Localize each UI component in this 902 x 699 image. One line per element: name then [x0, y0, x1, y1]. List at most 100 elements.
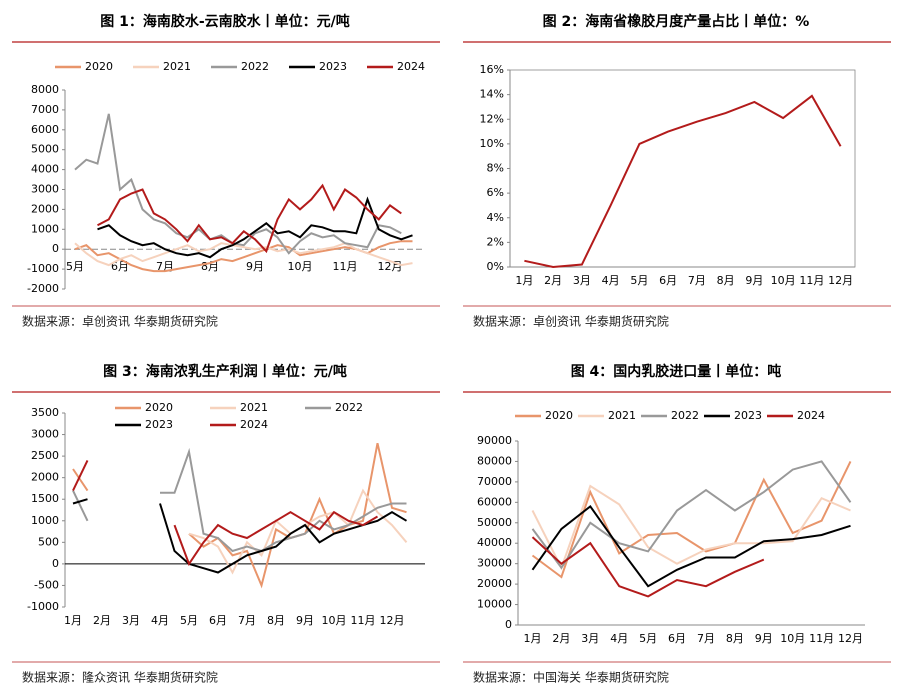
- series-line: [531, 504, 851, 588]
- y-tick-label: 3500: [31, 406, 59, 419]
- x-tick-label: 10月: [322, 614, 347, 627]
- x-tick-label: 1月: [64, 614, 82, 627]
- y-tick-label: 10%: [480, 137, 504, 150]
- y-tick-label: 6%: [487, 186, 504, 199]
- x-tick-label: 7月: [688, 274, 706, 287]
- y-tick-label: 1000: [31, 514, 59, 527]
- y-tick-label: 3000: [31, 428, 59, 441]
- y-tick-label: 12%: [480, 112, 504, 125]
- series-line: [531, 536, 765, 598]
- source: 数据来源：卓创资讯 华泰期货研究院: [473, 314, 669, 329]
- y-tick-label: -1000: [27, 600, 59, 613]
- y-tick-label: 2000: [31, 471, 59, 484]
- y-tick-label: 16%: [480, 63, 504, 76]
- legend-label: 2023: [734, 409, 762, 422]
- chart-title: 图 3：海南浓乳生产利润丨单位：元/吨: [103, 363, 347, 380]
- x-tick-label: 5月: [180, 614, 198, 627]
- y-tick-label: 7000: [31, 103, 59, 116]
- y-tick-label: 3000: [31, 183, 59, 196]
- chart-title: 图 1：海南胶水-云南胶水丨单位：元/吨: [100, 13, 350, 30]
- source: 数据来源：卓创资讯 华泰期货研究院: [22, 314, 218, 329]
- x-tick-label: 6月: [659, 274, 677, 287]
- legend-label: 2020: [85, 60, 113, 73]
- plot-frame: [509, 69, 856, 268]
- series-line: [72, 459, 379, 567]
- series-line: [531, 484, 851, 571]
- x-tick-label: 6月: [668, 632, 686, 645]
- series-line: [524, 94, 842, 269]
- y-tick-label: -1000: [27, 262, 59, 275]
- series-line: [188, 488, 408, 575]
- x-tick-label: 9月: [745, 274, 763, 287]
- x-tick-label: 1月: [523, 632, 541, 645]
- x-tick-label: 2月: [93, 614, 111, 627]
- x-tick-label: 3月: [122, 614, 140, 627]
- x-tick-label: 8月: [717, 274, 735, 287]
- y-tick-label: 1000: [31, 222, 59, 235]
- legend-label: 2020: [545, 409, 573, 422]
- y-tick-label: 2000: [31, 202, 59, 215]
- x-tick-label: 11月: [799, 274, 824, 287]
- y-tick-label: 0: [52, 242, 59, 255]
- x-tick-label: 11月: [809, 632, 834, 645]
- series-line: [74, 113, 402, 255]
- series-line: [97, 183, 402, 254]
- y-tick-label: 4%: [487, 211, 504, 224]
- legend-label: 2024: [397, 60, 425, 73]
- y-tick-label: 40000: [477, 536, 512, 549]
- legend-label: 2022: [335, 401, 363, 414]
- y-tick-label: 0%: [487, 260, 504, 273]
- x-tick-label: 12月: [828, 274, 853, 287]
- y-tick-label: 5000: [31, 143, 59, 156]
- y-tick-label: 0: [505, 618, 512, 631]
- legend-label: 2024: [797, 409, 825, 422]
- y-tick-label: 2500: [31, 449, 59, 462]
- x-tick-label: 3月: [581, 632, 599, 645]
- source: 数据来源：中国海关 华泰期货研究院: [473, 670, 669, 685]
- x-tick-label: 12月: [380, 614, 405, 627]
- y-tick-label: 70000: [477, 475, 512, 488]
- x-tick-label: 4月: [610, 632, 628, 645]
- y-tick-label: 10000: [477, 598, 512, 611]
- y-tick-label: 90000: [477, 434, 512, 447]
- y-tick-label: 1500: [31, 492, 59, 505]
- x-tick-label: 3月: [573, 274, 591, 287]
- legend-label: 2021: [240, 401, 268, 414]
- series-line: [74, 242, 413, 267]
- y-tick-label: 500: [38, 535, 59, 548]
- legend-label: 2022: [671, 409, 699, 422]
- x-tick-label: 2月: [544, 274, 562, 287]
- y-tick-label: 4000: [31, 163, 59, 176]
- x-tick-label: 4月: [151, 614, 169, 627]
- y-tick-label: 0: [52, 557, 59, 570]
- y-tick-label: 20000: [477, 577, 512, 590]
- y-tick-label: 50000: [477, 516, 512, 529]
- y-tick-label: 30000: [477, 557, 512, 570]
- x-tick-label: 11月: [351, 614, 376, 627]
- x-tick-label: 9月: [755, 632, 773, 645]
- x-tick-label: 2月: [552, 632, 570, 645]
- x-tick-label: 8月: [267, 614, 285, 627]
- x-tick-label: 6月: [111, 260, 129, 273]
- series-line: [97, 196, 413, 259]
- chart-title: 图 4：国内乳胶进口量丨单位：吨: [571, 363, 782, 380]
- x-tick-label: 12月: [838, 632, 863, 645]
- x-tick-label: 11月: [333, 260, 358, 273]
- x-tick-label: 5月: [639, 632, 657, 645]
- legend-label: 2021: [163, 60, 191, 73]
- x-tick-label: 5月: [66, 260, 84, 273]
- y-tick-label: 8000: [31, 83, 59, 96]
- x-tick-label: 7月: [238, 614, 256, 627]
- legend-label: 2023: [319, 60, 347, 73]
- y-tick-label: -500: [34, 578, 59, 591]
- legend-label: 2020: [145, 401, 173, 414]
- x-tick-label: 9月: [246, 260, 264, 273]
- series-line: [531, 460, 852, 570]
- x-tick-label: 1月: [515, 274, 533, 287]
- x-tick-label: 10月: [780, 632, 805, 645]
- x-tick-label: 10月: [288, 260, 313, 273]
- series-line: [531, 460, 852, 579]
- y-tick-label: 60000: [477, 495, 512, 508]
- legend-label: 2024: [240, 418, 268, 431]
